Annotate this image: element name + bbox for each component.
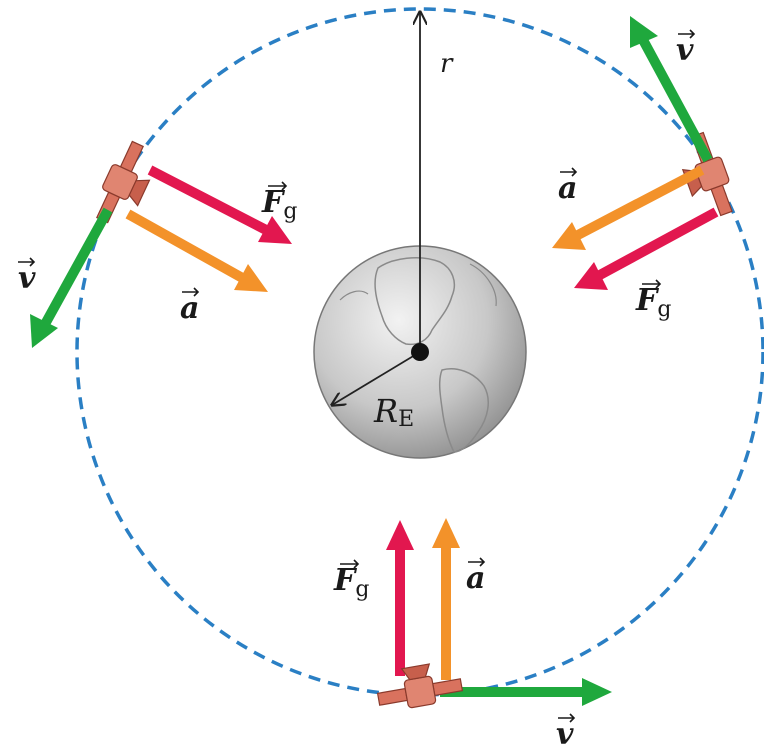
orbit-path	[75, 7, 764, 697]
acceleration-label: a	[466, 561, 485, 596]
gravity-force-label: F	[333, 563, 358, 598]
acceleration-label: a	[558, 171, 577, 206]
velocity-label: v	[676, 33, 694, 68]
velocity-label: v	[18, 261, 36, 296]
gravity-force-subscript: g	[283, 199, 297, 224]
earth-center-dot	[411, 343, 429, 361]
acceleration-arrow	[125, 209, 268, 292]
acceleration-label: a	[180, 291, 199, 326]
gravity-force-arrow	[147, 165, 292, 244]
gravity-force-subscript: g	[657, 297, 671, 322]
acceleration-arrow	[432, 518, 460, 680]
svg-text:Fg: Fg	[333, 563, 369, 602]
vector-overarrows	[18, 29, 696, 723]
gravity-force-label: F	[635, 283, 660, 318]
satellite-icon	[376, 663, 464, 709]
gravity-force-arrow	[386, 520, 414, 676]
velocity-arrow	[30, 207, 113, 348]
svg-text:RE: RE	[373, 392, 414, 432]
velocity-label: v	[556, 717, 574, 752]
svg-text:Fg: Fg	[261, 185, 297, 224]
velocity-arrow	[440, 678, 612, 706]
earth-radius-label: R	[373, 392, 398, 430]
gravity-force-label: F	[261, 185, 286, 220]
acceleration-arrow	[552, 165, 705, 250]
gravity-force-arrow	[574, 207, 719, 290]
radius-r-label: r	[440, 49, 454, 79]
gravity-force-subscript: g	[355, 577, 369, 602]
earth-radius-subscript: E	[398, 407, 414, 432]
svg-text:Fg: Fg	[635, 283, 671, 322]
velocity-arrow	[630, 16, 713, 163]
earth-radius-line	[332, 351, 421, 405]
satellite-icon	[96, 140, 151, 224]
